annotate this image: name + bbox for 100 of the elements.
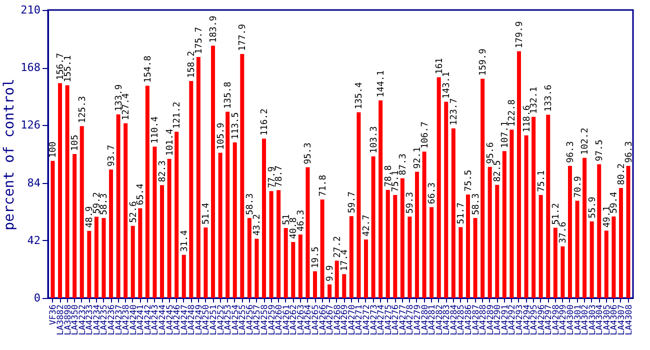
data-label: 96.3 <box>624 141 634 163</box>
bar <box>262 138 266 298</box>
bar <box>473 218 478 298</box>
bar <box>400 178 404 298</box>
bar <box>313 271 317 298</box>
bar <box>254 238 259 298</box>
bar <box>226 112 230 298</box>
bar <box>182 254 186 298</box>
bar <box>568 166 572 298</box>
data-label: 102.2 <box>580 128 591 155</box>
bar <box>124 123 128 298</box>
bar <box>356 112 361 298</box>
bar <box>291 242 296 298</box>
data-label: 58.3 <box>100 193 110 216</box>
data-label: 135.8 <box>224 82 234 109</box>
data-label: 96.3 <box>566 141 576 163</box>
bar <box>524 135 528 298</box>
data-label: 175.7 <box>194 26 204 54</box>
data-label: 71.8 <box>318 174 328 197</box>
data-label: 159.9 <box>478 48 489 76</box>
data-label: 155.1 <box>63 55 74 82</box>
bar <box>466 194 470 298</box>
bar <box>430 207 434 298</box>
data-label: 106.7 <box>420 122 430 149</box>
data-label: 70.9 <box>573 176 584 198</box>
bar <box>320 200 324 298</box>
data-label: 127.4 <box>122 93 132 120</box>
bar <box>284 228 288 298</box>
bar <box>626 166 630 298</box>
bar <box>516 51 521 298</box>
y-tick-label: 168 <box>20 61 40 74</box>
data-label: 95.3 <box>304 142 314 164</box>
data-label: 133.6 <box>544 84 554 112</box>
bar <box>371 156 376 298</box>
y-axis-title: percent of control <box>2 78 18 230</box>
bar <box>211 46 216 298</box>
bar <box>364 239 368 298</box>
data-label: 82.5 <box>493 160 504 182</box>
bar <box>612 216 616 298</box>
data-label: 123.7 <box>449 98 460 126</box>
data-label: 143.1 <box>442 72 452 99</box>
data-label: 51.7 <box>456 202 467 224</box>
data-label: 9.9 <box>326 265 336 282</box>
bar <box>386 190 390 298</box>
data-label: 97.5 <box>595 140 606 162</box>
bar <box>414 172 419 298</box>
bar <box>276 190 281 298</box>
data-label: 179.9 <box>514 21 525 48</box>
data-label: 93.7 <box>107 144 118 166</box>
y-tick-label: 126 <box>20 118 40 132</box>
data-label: 58.3 <box>471 193 482 216</box>
bar <box>422 152 426 298</box>
bar <box>560 246 565 298</box>
bar <box>80 126 84 298</box>
bar <box>94 216 98 298</box>
bar <box>50 160 55 298</box>
data-label: 100 <box>48 142 59 158</box>
data-label: 58.3 <box>245 193 256 216</box>
bar <box>218 152 222 298</box>
data-label: 51.4 <box>202 202 212 225</box>
bar <box>189 81 194 298</box>
bar <box>538 195 543 298</box>
bar <box>160 185 164 298</box>
bar <box>196 57 200 298</box>
data-label: 135.4 <box>354 82 365 110</box>
y-tick-label: 84 <box>27 176 41 190</box>
bar <box>408 216 412 298</box>
bar <box>102 218 106 298</box>
data-label: 59.7 <box>347 191 358 214</box>
bar <box>575 200 580 298</box>
data-label: 177.9 <box>238 24 248 52</box>
data-label: 101.4 <box>165 128 176 156</box>
data-label: 105.9 <box>216 122 226 150</box>
data-label: 113.5 <box>230 112 241 140</box>
data-label: 154.8 <box>143 56 154 83</box>
bar <box>152 146 157 298</box>
bar <box>480 78 485 298</box>
data-label: 80.2 <box>616 163 627 186</box>
bar <box>65 85 70 298</box>
bar <box>349 216 354 298</box>
data-label: 66.3 <box>428 182 438 204</box>
bar <box>174 132 179 298</box>
bar <box>393 195 398 298</box>
y-tick-label: 42 <box>27 234 40 247</box>
data-label: 122.8 <box>508 99 518 127</box>
data-label: 75.1 <box>536 170 547 192</box>
data-label: 17.4 <box>340 249 350 272</box>
data-label: 82.3 <box>158 160 168 182</box>
data-label: 103.3 <box>369 126 380 154</box>
bar <box>451 128 456 298</box>
data-label: 55.9 <box>588 196 598 218</box>
bar <box>436 77 441 298</box>
bar <box>488 166 492 298</box>
data-label: 31.4 <box>180 230 190 252</box>
bar <box>204 228 208 298</box>
data-label: 65.4 <box>136 184 146 206</box>
bar <box>604 230 608 298</box>
bar <box>502 151 506 298</box>
bar <box>145 86 150 298</box>
data-label: 92.1 <box>412 147 423 169</box>
